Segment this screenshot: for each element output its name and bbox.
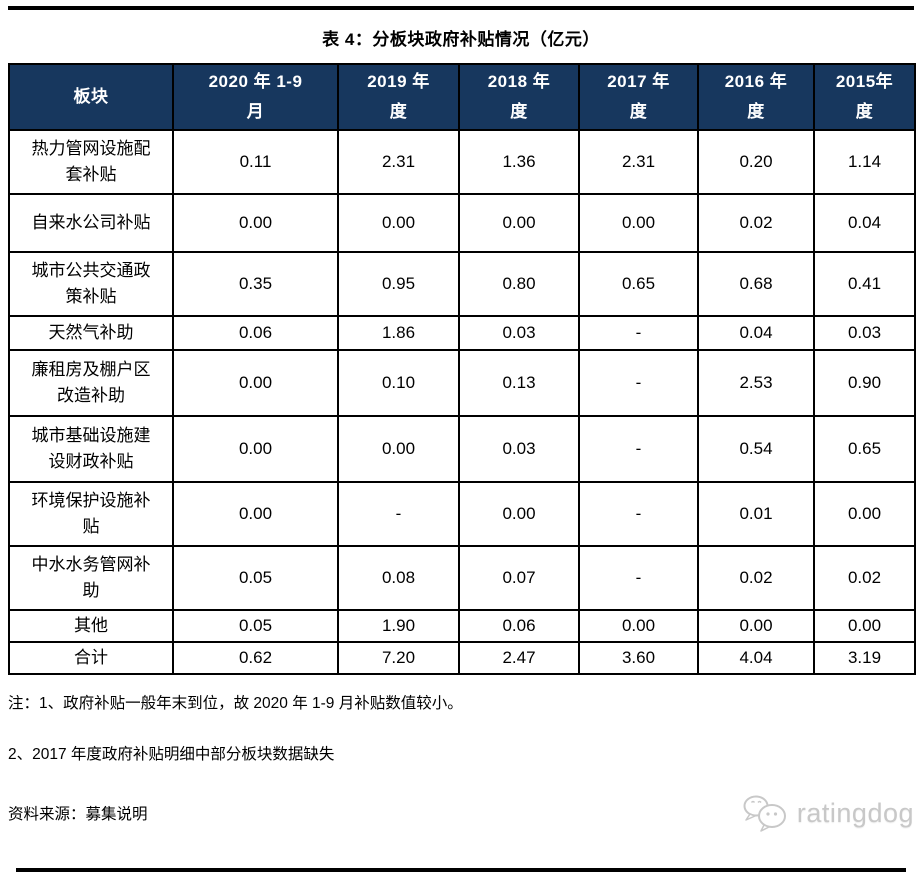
cell-value: 0.04 — [697, 315, 815, 351]
cell-value: 1.36 — [458, 129, 580, 195]
cell-value: - — [578, 315, 699, 351]
cell-value: 0.10 — [337, 349, 460, 417]
cell-value: 0.11 — [172, 129, 339, 195]
cell-value: 2.53 — [697, 349, 815, 417]
header-cell-2020-1-9: 2020 年 1-9 月 — [172, 63, 339, 131]
cell-value: 0.80 — [458, 251, 580, 317]
cell-value: 3.60 — [578, 641, 699, 675]
row-label: 合计 — [8, 641, 174, 675]
cell-value: 0.02 — [697, 193, 815, 253]
cell-value: 0.54 — [697, 415, 815, 483]
source-line: 资料来源：募集说明 — [8, 806, 148, 823]
cell-value: 0.95 — [337, 251, 460, 317]
cell-value: 0.00 — [458, 481, 580, 547]
table-row: 合计 0.62 7.20 2.47 3.60 4.04 3.19 — [8, 641, 916, 675]
top-rule — [8, 6, 914, 10]
table-row: 自来水公司补贴 0.00 0.00 0.00 0.00 0.02 0.04 — [8, 193, 916, 253]
table-row: 城市基础设施建 设财政补贴 0.00 0.00 0.03 - 0.54 0.65 — [8, 415, 916, 483]
chat-bubbles-icon — [741, 793, 791, 833]
cell-value: 0.00 — [172, 415, 339, 483]
cell-value: 0.00 — [172, 193, 339, 253]
cell-value: - — [578, 481, 699, 547]
header-cell-2017: 2017 年 度 — [578, 63, 699, 131]
header-cell-2016: 2016 年 度 — [697, 63, 815, 131]
cell-value: 3.19 — [813, 641, 916, 675]
cell-value: 0.02 — [697, 545, 815, 611]
header-cell-segment: 板块 — [8, 63, 174, 131]
cell-value: 2.47 — [458, 641, 580, 675]
row-label: 自来水公司补贴 — [8, 193, 174, 253]
cell-value: 0.35 — [172, 251, 339, 317]
header-cell-2018: 2018 年 度 — [458, 63, 580, 131]
table-row: 环境保护设施补 贴 0.00 - 0.00 - 0.01 0.00 — [8, 481, 916, 547]
table-row: 廉租房及棚户区 改造补助 0.00 0.10 0.13 - 2.53 0.90 — [8, 349, 916, 417]
header-cell-2019: 2019 年 度 — [337, 63, 460, 131]
row-label: 热力管网设施配 套补贴 — [8, 129, 174, 195]
table-row: 中水水务管网补 助 0.05 0.08 0.07 - 0.02 0.02 — [8, 545, 916, 611]
cell-value: 0.00 — [813, 481, 916, 547]
cell-value: 4.04 — [697, 641, 815, 675]
cell-value: 0.00 — [578, 609, 699, 643]
table-title: 表 4：分板块政府补贴情况（亿元） — [322, 30, 600, 49]
cell-value: 0.62 — [172, 641, 339, 675]
cell-value: 0.05 — [172, 545, 339, 611]
cell-value: 0.20 — [697, 129, 815, 195]
cell-value: 0.00 — [337, 193, 460, 253]
cell-value: 0.00 — [172, 349, 339, 417]
note-1: 注：1、政府补贴一般年末到位，故 2020 年 1-9 月补贴数值较小。 — [8, 695, 463, 712]
cell-value: 0.03 — [458, 315, 580, 351]
cell-value: 0.06 — [458, 609, 580, 643]
row-label: 天然气补助 — [8, 315, 174, 351]
table-row: 城市公共交通政 策补贴 0.35 0.95 0.80 0.65 0.68 0.4… — [8, 251, 916, 317]
cell-value: 0.00 — [172, 481, 339, 547]
cell-value: 0.65 — [813, 415, 916, 483]
row-label: 其他 — [8, 609, 174, 643]
cell-value: 0.05 — [172, 609, 339, 643]
row-label: 廉租房及棚户区 改造补助 — [8, 349, 174, 417]
cell-value: 0.04 — [813, 193, 916, 253]
bottom-rule — [16, 868, 906, 872]
cell-value: 0.65 — [578, 251, 699, 317]
cell-value: 0.00 — [458, 193, 580, 253]
cell-value: 0.00 — [813, 609, 916, 643]
cell-value: 0.00 — [578, 193, 699, 253]
cell-value: 0.03 — [813, 315, 916, 351]
cell-value: 0.00 — [697, 609, 815, 643]
table-row: 天然气补助 0.06 1.86 0.03 - 0.04 0.03 — [8, 315, 916, 351]
cell-value: - — [578, 415, 699, 483]
cell-value: 1.90 — [337, 609, 460, 643]
cell-value: 0.00 — [337, 415, 460, 483]
header-cell-2015: 2015年 度 — [813, 63, 916, 131]
table-header-row: 板块 2020 年 1-9 月 2019 年 度 2018 年 度 2017 年… — [8, 63, 916, 131]
cell-value: - — [578, 545, 699, 611]
note-2: 2、2017 年度政府补贴明细中部分板块数据缺失 — [8, 746, 335, 763]
cell-value: 0.06 — [172, 315, 339, 351]
cell-value: 0.41 — [813, 251, 916, 317]
ratingdog-text: ratingdog — [796, 797, 914, 828]
table-row: 热力管网设施配 套补贴 0.11 2.31 1.36 2.31 0.20 1.1… — [8, 129, 916, 195]
row-label: 城市公共交通政 策补贴 — [8, 251, 174, 317]
cell-value: 0.07 — [458, 545, 580, 611]
row-label: 中水水务管网补 助 — [8, 545, 174, 611]
cell-value: 0.02 — [813, 545, 916, 611]
cell-value: 7.20 — [337, 641, 460, 675]
cell-value: 1.86 — [337, 315, 460, 351]
cell-value: - — [337, 481, 460, 547]
cell-value: 0.13 — [458, 349, 580, 417]
table-row: 其他 0.05 1.90 0.06 0.00 0.00 0.00 — [8, 609, 916, 643]
cell-value: 0.03 — [458, 415, 580, 483]
subsidy-table: 板块 2020 年 1-9 月 2019 年 度 2018 年 度 2017 年… — [8, 63, 916, 675]
row-label: 环境保护设施补 贴 — [8, 481, 174, 547]
cell-value: 1.14 — [813, 129, 916, 195]
cell-value: 0.90 — [813, 349, 916, 417]
cell-value: 0.01 — [697, 481, 815, 547]
cell-value: 0.08 — [337, 545, 460, 611]
cell-value: 0.68 — [697, 251, 815, 317]
cell-value: 2.31 — [578, 129, 699, 195]
cell-value: 2.31 — [337, 129, 460, 195]
cell-value: - — [578, 349, 699, 417]
ratingdog-logo: ratingdog — [741, 793, 914, 833]
row-label: 城市基础设施建 设财政补贴 — [8, 415, 174, 483]
